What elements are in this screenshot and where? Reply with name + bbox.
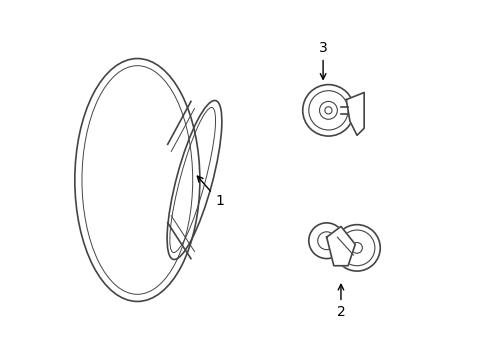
Text: 2: 2	[336, 284, 345, 319]
Text: 3: 3	[318, 41, 327, 79]
Polygon shape	[326, 226, 354, 266]
Text: 1: 1	[197, 176, 224, 208]
Polygon shape	[346, 93, 364, 135]
